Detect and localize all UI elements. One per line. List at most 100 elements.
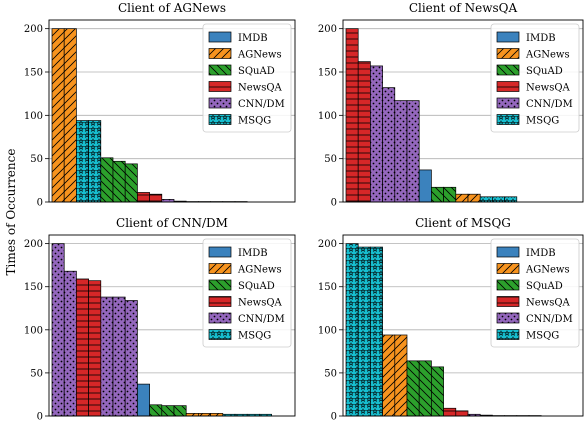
bar-squad [112,160,126,203]
bar-cnn-dm [406,100,420,203]
bar-squad [124,163,138,203]
legend-label: AGNews [237,50,282,61]
y-tick-label: 50 [324,368,337,379]
legend-swatch-msqg [496,329,520,340]
legend-swatch-msqg [208,329,232,340]
legend-label: IMDB [238,33,268,44]
chart-panel-3: 0 50 100 150 200 Client of CNN/DM IMDB AGNews SQ… [24,216,296,423]
bar-agnews [51,28,65,203]
bar-newsqa [88,280,102,417]
bar-imdb [137,383,150,417]
y-tick-label: 100 [24,111,43,122]
y-tick-label: 50 [30,154,43,165]
plot-frame [48,19,296,203]
panel-title: Client of AGNews [118,1,226,15]
legend-label: IMDB [526,248,556,259]
legend-swatch-newsqa [208,296,232,307]
legend-label: NewsQA [238,83,283,94]
legend-swatch-imdb [208,31,232,43]
legend-label: SQuAD [238,281,275,292]
bar-cnn-dm [112,296,126,417]
y-tick-label: 200 [24,239,43,250]
y-tick-label: 150 [24,68,43,79]
legend: IMDB AGNews SQuAD NewsQA CNN/DM MSQG [490,23,580,133]
y-tick-label: 100 [318,325,337,336]
y-tick-label: 0 [37,412,43,423]
legend-swatch-agnews [496,263,520,274]
legend-swatch-msqg [208,114,232,125]
bar-newsqa [137,192,150,203]
legend-label: SQuAD [526,66,563,77]
bar-msqg [370,246,383,417]
bar-msqg [88,120,102,203]
plot-frame [342,234,584,417]
legend-label: MSQG [238,331,271,342]
y-tick-label: 200 [318,239,337,250]
plot-frame [48,234,296,417]
y-tick-label: 50 [30,368,43,379]
bar-newsqa [345,28,359,203]
y-axis-label: Times of Occurrence [4,149,18,276]
plot-frame [342,19,584,203]
legend: IMDB AGNews SQuAD NewsQA CNN/DM MSQG [490,238,580,348]
legend-label: AGNews [525,50,570,61]
legend: IMDB AGNews SQuAD NewsQA CNN/DM MSQG [202,238,292,348]
legend-label: IMDB [238,248,268,259]
bar-agnews [382,334,396,417]
legend-swatch-newsqa [208,81,232,92]
bar-msqg [76,120,89,203]
legend-swatch-imdb [496,246,520,258]
bar-squad [149,404,163,417]
bar-squad [431,186,444,203]
legend-swatch-agnews [208,263,232,274]
bar-msqg [357,246,371,417]
legend-label: CNN/DM [526,314,573,325]
bar-msqg [504,196,518,203]
bar-cnn-dm [63,270,77,417]
bar-agnews [63,28,77,203]
bar-newsqa [149,193,163,203]
legend-label: AGNews [525,265,570,276]
bar-newsqa [443,407,457,417]
panels: 0 50 100 150 200 Client of AGNews IMDB AGNews SQ… [24,1,584,423]
chart-panel-4: 0 50 100 150 200 Client of MSQG IMDB AGNews SQuA… [318,216,584,423]
y-tick-label: 150 [318,282,337,293]
legend-label: NewsQA [238,298,283,309]
legend-label: CNN/DM [238,99,285,110]
bar-newsqa [357,61,371,203]
legend-swatch-squad [496,279,520,291]
legend-label: IMDB [526,33,556,44]
y-tick-label: 150 [24,282,43,293]
legend-label: MSQG [526,331,559,342]
bar-msqg [479,196,493,203]
y-tick-label: 200 [318,24,337,35]
bar-squad [161,405,175,417]
legend-swatch-msqg [496,114,520,125]
legend-label: NewsQA [526,298,571,309]
y-tick-label: 150 [318,68,337,79]
chart-panel-2: 0 50 100 150 200 Client of NewsQA IMDB AGNews SQ… [318,1,584,209]
bar-cnn-dm [394,100,408,203]
y-tick-label: 100 [24,325,43,336]
legend: IMDB AGNews SQuAD NewsQA CNN/DM MSQG [202,23,292,133]
bar-squad [443,186,457,203]
bar-msqg [492,196,505,203]
legend-swatch-cnn-dm [496,312,520,324]
legend-label: AGNews [237,265,282,276]
bar-cnn-dm [124,300,138,417]
legend-label: CNN/DM [526,99,573,110]
bar-agnews [394,334,408,417]
y-tick-label: 50 [324,154,337,165]
bar-msqg [345,243,359,417]
legend-swatch-cnn-dm [496,97,520,109]
legend-swatch-agnews [496,48,520,59]
bar-imdb [418,169,432,203]
legend-label: MSQG [238,116,271,127]
legend-swatch-squad [208,279,232,291]
bar-newsqa [455,410,469,417]
bar-squad [431,366,444,417]
bar-newsqa [76,278,89,417]
legend-swatch-newsqa [496,81,520,92]
legend-label: CNN/DM [238,314,285,325]
